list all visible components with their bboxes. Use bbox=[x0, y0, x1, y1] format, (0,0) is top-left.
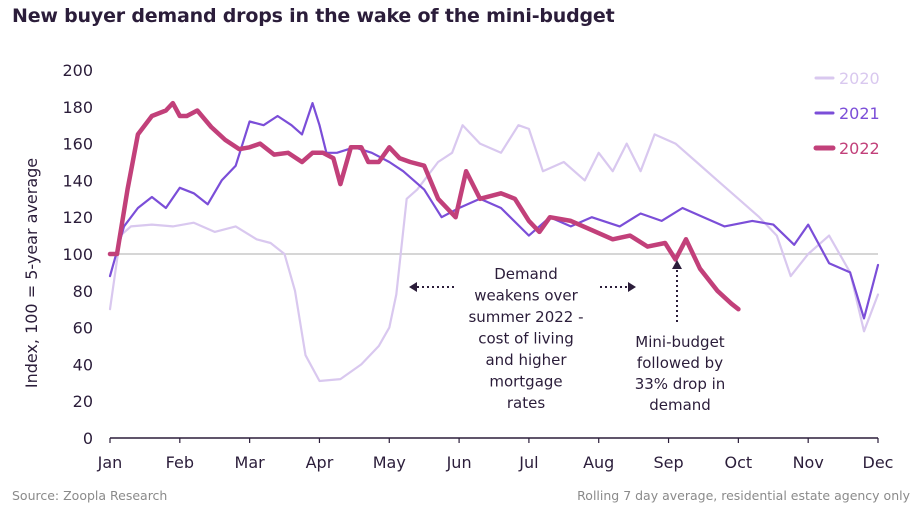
arrow-right-head bbox=[628, 282, 636, 292]
x-tick-label: Jun bbox=[446, 453, 472, 472]
y-tick-label: 20 bbox=[73, 392, 93, 411]
y-tick-label: 80 bbox=[73, 282, 93, 301]
legend-label-2022: 2022 bbox=[839, 139, 880, 158]
y-tick-label: 100 bbox=[62, 245, 93, 264]
y-tick-label: 160 bbox=[62, 135, 93, 154]
annotation-summer-line: and higher bbox=[485, 351, 567, 369]
annotation-mini-budget-line: Mini-budget bbox=[635, 333, 724, 351]
annotation-mini-budget-line: 33% drop in bbox=[635, 375, 726, 393]
x-tick-label: Sep bbox=[653, 453, 683, 472]
x-tick-label: May bbox=[373, 453, 406, 472]
x-axis: Jan Feb Mar Apr May Jun Jul Aug Sep Oct Nov Dec bbox=[97, 437, 894, 472]
source-note: Source: Zoopla Research bbox=[12, 488, 168, 503]
annotation-summer-line: rates bbox=[507, 394, 545, 412]
y-tick-label: 120 bbox=[62, 208, 93, 227]
x-tick-label: Aug bbox=[583, 453, 614, 472]
y-tick-label: 60 bbox=[73, 319, 93, 338]
legend-label-2021: 2021 bbox=[839, 104, 880, 123]
x-tick-label: Oct bbox=[725, 453, 753, 472]
x-tick-label: Nov bbox=[793, 453, 824, 472]
y-tick-label: 140 bbox=[62, 171, 93, 190]
x-tick-label: Jul bbox=[518, 453, 538, 472]
annotation-summer-line: Demand bbox=[494, 265, 558, 283]
x-tick-label: Apr bbox=[306, 453, 334, 472]
x-tick-label: Feb bbox=[166, 453, 194, 472]
y-axis-label: Index, 100 = 5-year average bbox=[22, 158, 41, 388]
y-tick-label: 0 bbox=[83, 429, 93, 448]
y-tick-label: 200 bbox=[62, 61, 93, 80]
legend: 2020 2021 2022 bbox=[813, 69, 880, 158]
annotation-summer-line: mortgage bbox=[489, 373, 562, 391]
arrow-left-head bbox=[409, 282, 417, 292]
annotation-summer-line: cost of living bbox=[478, 330, 574, 348]
methodology-note: Rolling 7 day average, residential estat… bbox=[577, 488, 910, 503]
annotation-mini-budget-line: followed by bbox=[637, 354, 723, 372]
series-line-2022 bbox=[107, 100, 741, 312]
chart-title: New buyer demand drops in the wake of th… bbox=[12, 5, 615, 27]
x-tick-label: Jan bbox=[97, 453, 123, 472]
series-layer bbox=[107, 100, 880, 383]
y-tick-label: 40 bbox=[73, 355, 93, 374]
y-axis: 0 20 40 60 80 100 120 140 160 180 200 bbox=[62, 61, 93, 448]
x-tick-label: Mar bbox=[235, 453, 266, 472]
annotation-summer-line: weakens over bbox=[474, 287, 578, 305]
legend-label-2020: 2020 bbox=[839, 69, 880, 88]
arrow-up-head bbox=[672, 260, 682, 269]
annotation-summer-line: summer 2022 - bbox=[468, 308, 583, 326]
annotation-mini-budget-line: demand bbox=[649, 396, 711, 414]
annotations: Demand weakens over summer 2022 - cost of l… bbox=[409, 260, 725, 414]
series-line-2021 bbox=[108, 101, 880, 320]
series-line-2020 bbox=[108, 124, 880, 383]
x-tick-label: Dec bbox=[863, 453, 894, 472]
y-tick-label: 180 bbox=[62, 98, 93, 117]
